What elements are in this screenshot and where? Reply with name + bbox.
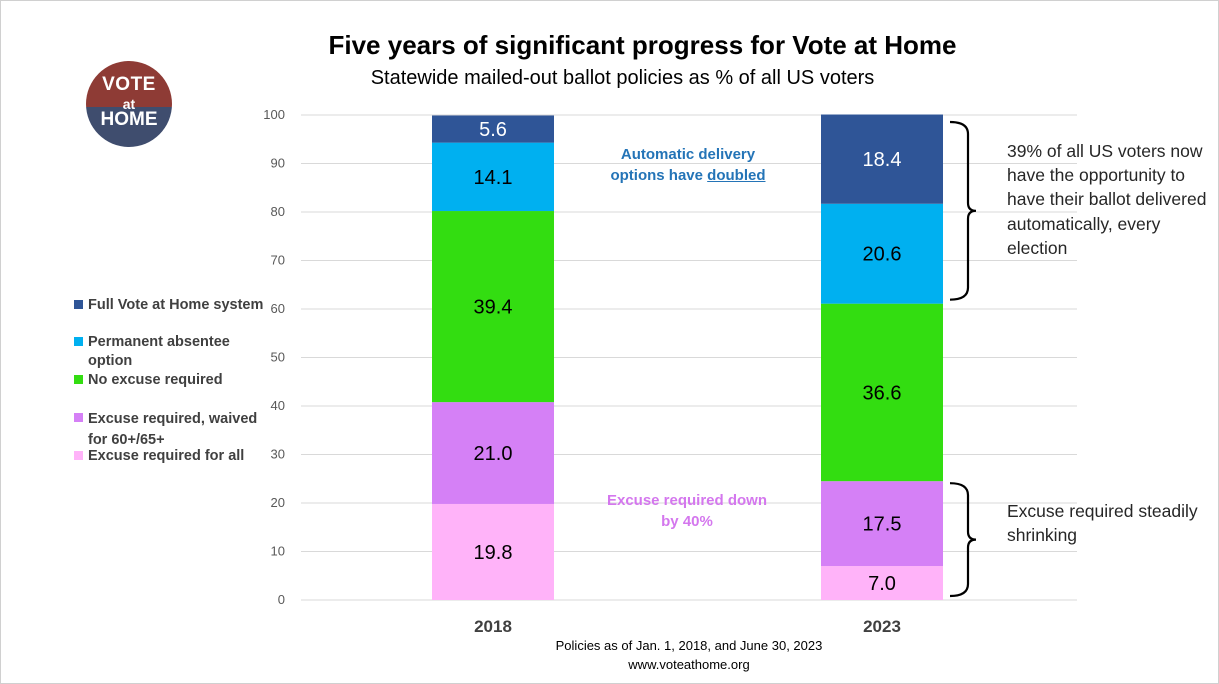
legend-label: Full Vote at Home system bbox=[88, 297, 264, 313]
y-tick-label: 70 bbox=[271, 253, 285, 268]
legend-swatch bbox=[74, 300, 83, 309]
legend-swatch bbox=[74, 375, 83, 384]
data-label: 20.6 bbox=[863, 244, 902, 266]
logo-bottom-half bbox=[86, 107, 172, 147]
bar-segment-2023-1 bbox=[821, 481, 943, 567]
bar-segment-2023-3 bbox=[821, 203, 943, 304]
vote-at-home-logo: VOTE at HOME bbox=[86, 61, 172, 147]
y-tick-label: 10 bbox=[271, 544, 285, 559]
bar-segment-2018-1 bbox=[432, 402, 554, 504]
y-tick-label: 90 bbox=[271, 156, 285, 171]
legend-label: Permanent absentee option bbox=[88, 334, 230, 369]
y-tick-label: 60 bbox=[271, 301, 285, 316]
annotation-auto-prefix: Automatic delivery options have bbox=[610, 146, 756, 184]
bar-segment-2023-2 bbox=[821, 303, 943, 482]
data-label: 5.6 bbox=[479, 119, 507, 141]
logo-text-vote: VOTE bbox=[102, 74, 156, 95]
y-tick-label: 0 bbox=[278, 592, 285, 607]
legend-swatch bbox=[74, 451, 83, 460]
annotation-excuse-shrinking: Excuse required steadily shrinking bbox=[1007, 501, 1198, 545]
bar-segment-2018-0 bbox=[432, 503, 554, 600]
data-label: 36.6 bbox=[863, 382, 902, 404]
footer-website: www.voteathome.org bbox=[628, 657, 750, 672]
data-label: 39.4 bbox=[474, 297, 513, 319]
chart-subtitle: Statewide mailed-out ballot policies as … bbox=[370, 67, 875, 89]
y-tick-label: 50 bbox=[271, 350, 285, 365]
annotation-39-percent: 39% of all US voters now have the opport… bbox=[1007, 141, 1207, 258]
footer-policy-dates: Policies as of Jan. 1, 2018, and June 30… bbox=[555, 638, 823, 653]
y-tick-label: 30 bbox=[271, 447, 285, 462]
brace-excuse-required bbox=[949, 482, 977, 598]
bar-segment-2018-3 bbox=[432, 142, 554, 212]
logo-text-home: HOME bbox=[100, 109, 158, 130]
annotation-auto-emphasis: doubled bbox=[707, 167, 766, 184]
y-tick-label: 40 bbox=[271, 398, 285, 413]
bar-segment-2023-4 bbox=[821, 114, 943, 204]
annotation-excuse-down: Excuse required down by 40% bbox=[606, 492, 768, 530]
logo-text-at: at bbox=[122, 96, 136, 112]
y-tick-label: 80 bbox=[271, 204, 285, 219]
bar-segment-2018-4 bbox=[432, 115, 554, 143]
bar-segment-2018-2 bbox=[432, 211, 554, 403]
legend-swatch bbox=[74, 337, 83, 346]
data-label: 14.1 bbox=[474, 167, 513, 189]
data-label: 21.0 bbox=[474, 443, 513, 465]
x-tick-label: 2018 bbox=[474, 617, 512, 636]
y-tick-label: 100 bbox=[263, 107, 285, 122]
legend-label: Excuse required, waived for 60+/65+ bbox=[88, 411, 258, 448]
annotation-automatic-delivery: Automatic delivery options have doubled bbox=[600, 144, 776, 186]
legend-swatch bbox=[74, 413, 83, 422]
x-tick-label: 2023 bbox=[863, 617, 901, 636]
data-label: 17.5 bbox=[863, 514, 902, 536]
legend-label: Excuse required for all bbox=[88, 448, 245, 464]
y-tick-label: 20 bbox=[271, 495, 285, 510]
data-label: 18.4 bbox=[863, 149, 902, 171]
logo-top-half bbox=[86, 61, 172, 107]
data-label: 7.0 bbox=[868, 573, 896, 595]
legend-label: No excuse required bbox=[88, 372, 223, 388]
brace-automatic-delivery bbox=[949, 120, 977, 301]
data-label: 19.8 bbox=[474, 542, 513, 564]
chart-title: Five years of significant progress for V… bbox=[328, 30, 957, 60]
bar-segment-2023-0 bbox=[821, 566, 943, 600]
